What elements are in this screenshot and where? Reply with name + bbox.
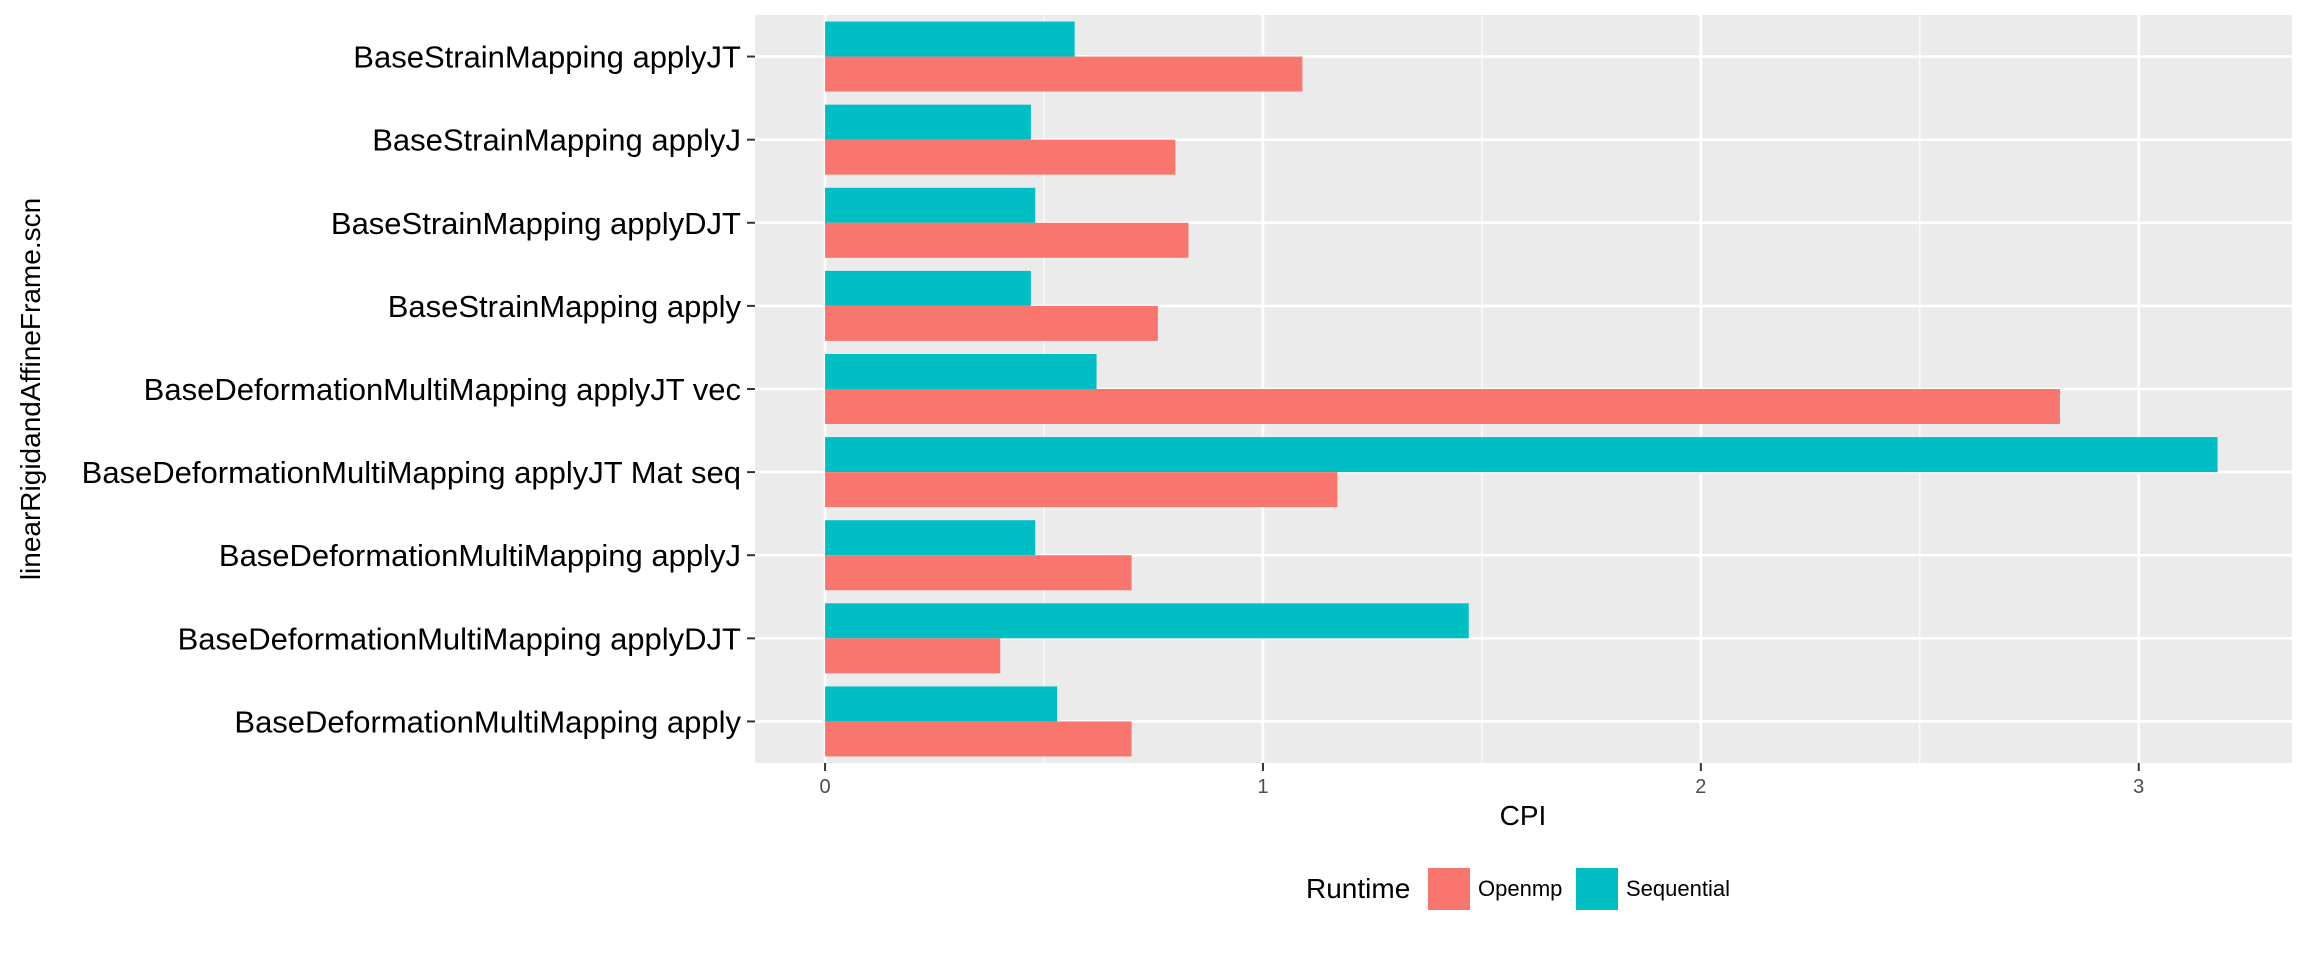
bar-openmp (825, 638, 1001, 674)
legend-label-openmp: Openmp (1478, 876, 1562, 901)
y-tick-label: BaseStrainMapping applyJT (353, 40, 741, 75)
bar-openmp (825, 56, 1303, 92)
x-tick-label: 1 (1257, 776, 1268, 798)
legend: Runtime Openmp Sequential (1306, 868, 1730, 910)
bar-openmp (825, 305, 1158, 341)
y-tick-label: BaseStrainMapping applyDJT (331, 206, 741, 241)
bar-openmp (825, 472, 1338, 508)
bar-openmp (825, 555, 1132, 591)
y-tick-label: BaseDeformationMultiMapping applyDJT (178, 621, 741, 656)
legend-label-sequential: Sequential (1626, 876, 1730, 901)
y-tick-label: BaseStrainMapping apply (388, 289, 742, 324)
x-axis-title: CPI (1500, 800, 1547, 831)
y-axis-title: linearRigidandAffineFrame.scn (15, 198, 46, 580)
y-tick-label: BaseDeformationMultiMapping applyJ (219, 538, 741, 573)
legend-key-sequential (1576, 868, 1618, 910)
bar-sequential (825, 354, 1097, 389)
x-tick-label: 2 (1695, 776, 1706, 798)
y-tick-label: BaseDeformationMultiMapping apply (234, 704, 741, 739)
y-axis-ticks: BaseStrainMapping applyJT BaseStrainMappi… (82, 40, 755, 739)
bar-sequential (825, 603, 1469, 639)
bar-sequential (825, 686, 1058, 722)
bar-openmp (825, 222, 1189, 258)
bar-sequential (825, 187, 1036, 223)
y-tick-label: BaseStrainMapping applyJ (372, 123, 741, 158)
x-tick-label: 0 (820, 776, 831, 798)
y-tick-label: BaseDeformationMultiMapping applyJT Mat … (82, 455, 741, 490)
legend-key-openmp (1428, 868, 1470, 910)
x-axis-ticks: 0 1 2 3 (820, 763, 2144, 798)
y-tick-label: BaseDeformationMultiMapping applyJT vec (144, 372, 741, 407)
bar-sequential (825, 21, 1075, 57)
bar-sequential (825, 520, 1036, 556)
x-tick-label: 3 (2133, 776, 2144, 798)
bar-sequential (825, 104, 1031, 140)
bar-openmp (825, 721, 1132, 757)
bars (825, 21, 2218, 757)
bar-sequential (825, 437, 2218, 473)
bar-openmp (825, 389, 2060, 424)
legend-title: Runtime (1306, 873, 1410, 904)
bar-openmp (825, 139, 1176, 175)
bar-sequential (825, 270, 1031, 306)
